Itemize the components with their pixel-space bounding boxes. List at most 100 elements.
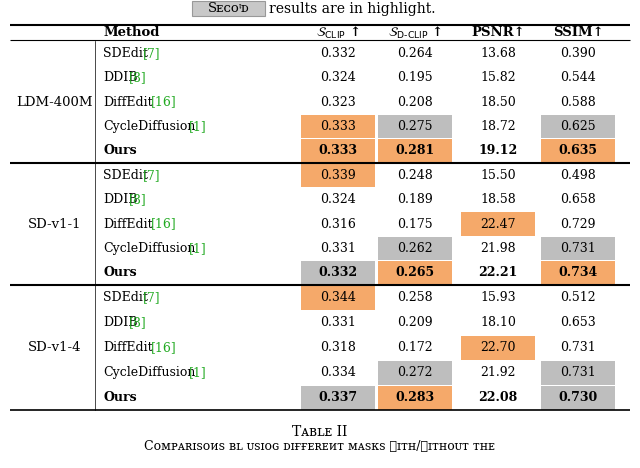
Text: 0.275: 0.275: [397, 120, 433, 133]
Text: SSIM↑: SSIM↑: [552, 26, 604, 39]
Text: Ours: Ours: [103, 144, 136, 157]
Text: [16]: [16]: [151, 341, 177, 354]
Text: 18.72: 18.72: [480, 120, 516, 133]
FancyBboxPatch shape: [301, 163, 375, 187]
Text: [7]: [7]: [143, 168, 161, 182]
Text: Cᴏᴍᴘᴀʀɪѕᴏᴎѕ ʙʟ ᴜѕɪᴏɢ ᴅɪғғᴇʀᴇᴎᴛ ᴍᴀѕᴋѕ ѡɪᴛʜ/ѡɪᴛʜᴏᴜᴛ ᴛʜᴇ: Cᴏᴍᴘᴀʀɪѕᴏᴎѕ ʙʟ ᴜѕɪᴏɢ ᴅɪғғᴇʀᴇᴎᴛ ᴍᴀѕᴋѕ ѡɪᴛ…: [145, 439, 495, 453]
Text: 15.93: 15.93: [480, 291, 516, 304]
Text: 0.332: 0.332: [320, 47, 356, 60]
Text: 0.390: 0.390: [560, 47, 596, 60]
Text: 21.92: 21.92: [480, 366, 516, 379]
Text: DiffEdit: DiffEdit: [103, 341, 152, 354]
Text: Ours: Ours: [103, 391, 136, 404]
FancyBboxPatch shape: [461, 336, 535, 359]
Text: 0.331: 0.331: [320, 242, 356, 255]
Text: 18.58: 18.58: [480, 193, 516, 206]
FancyBboxPatch shape: [301, 115, 375, 138]
Text: 0.208: 0.208: [397, 95, 433, 109]
FancyBboxPatch shape: [301, 285, 375, 309]
Text: 0.588: 0.588: [560, 95, 596, 109]
Text: CycleDiffusion: CycleDiffusion: [103, 120, 195, 133]
Text: DDIB: DDIB: [103, 193, 138, 206]
Text: 0.264: 0.264: [397, 47, 433, 60]
Text: [1]: [1]: [189, 120, 207, 133]
FancyBboxPatch shape: [541, 115, 615, 138]
Text: [8]: [8]: [129, 316, 147, 329]
Text: 0.248: 0.248: [397, 168, 433, 182]
Text: 18.10: 18.10: [480, 316, 516, 329]
Text: 15.50: 15.50: [480, 168, 516, 182]
Text: 0.734: 0.734: [558, 266, 598, 279]
Text: SDEdit: SDEdit: [103, 291, 148, 304]
Text: 0.323: 0.323: [320, 95, 356, 109]
Text: 0.337: 0.337: [319, 391, 358, 404]
Text: [7]: [7]: [143, 291, 161, 304]
Text: 0.731: 0.731: [560, 366, 596, 379]
Text: [16]: [16]: [151, 95, 177, 109]
Text: 0.729: 0.729: [560, 218, 596, 231]
Text: SDEdit: SDEdit: [103, 168, 148, 182]
Text: 0.653: 0.653: [560, 316, 596, 329]
Text: [1]: [1]: [189, 242, 207, 255]
Text: 13.68: 13.68: [480, 47, 516, 60]
Text: Method: Method: [103, 26, 159, 39]
Text: SDEdit: SDEdit: [103, 47, 148, 60]
Text: 19.12: 19.12: [478, 144, 518, 157]
Text: DiffEdit: DiffEdit: [103, 218, 152, 231]
Text: 0.731: 0.731: [560, 341, 596, 354]
Text: PSNR↑: PSNR↑: [471, 26, 525, 39]
Text: SD-v1-1: SD-v1-1: [28, 218, 81, 231]
Text: $\mathcal{S}_{\rm CLIP}$ ↑: $\mathcal{S}_{\rm CLIP}$ ↑: [316, 24, 360, 41]
Text: 0.318: 0.318: [320, 341, 356, 354]
Text: 0.272: 0.272: [397, 366, 433, 379]
FancyBboxPatch shape: [541, 139, 615, 162]
Text: [8]: [8]: [129, 193, 147, 206]
Text: 0.635: 0.635: [559, 144, 598, 157]
Text: 0.195: 0.195: [397, 71, 433, 84]
Text: 0.730: 0.730: [558, 391, 598, 404]
Text: DDIB: DDIB: [103, 316, 138, 329]
Text: 22.08: 22.08: [478, 391, 518, 404]
Text: Sᴇᴄᴏᵎᴅ: Sᴇᴄᴏᵎᴅ: [208, 2, 250, 15]
FancyBboxPatch shape: [378, 386, 452, 410]
Text: 0.172: 0.172: [397, 341, 433, 354]
FancyBboxPatch shape: [301, 139, 375, 162]
Text: [7]: [7]: [143, 47, 161, 60]
Text: Ours: Ours: [103, 266, 136, 279]
Text: 0.625: 0.625: [560, 120, 596, 133]
Text: 0.324: 0.324: [320, 193, 356, 206]
Text: 0.544: 0.544: [560, 71, 596, 84]
Text: 0.283: 0.283: [396, 391, 435, 404]
FancyBboxPatch shape: [378, 360, 452, 385]
FancyBboxPatch shape: [541, 360, 615, 385]
FancyBboxPatch shape: [541, 237, 615, 260]
Text: [8]: [8]: [129, 71, 147, 84]
FancyBboxPatch shape: [541, 386, 615, 410]
FancyBboxPatch shape: [301, 386, 375, 410]
Text: DDIB: DDIB: [103, 71, 138, 84]
Text: 0.332: 0.332: [319, 266, 358, 279]
Text: [1]: [1]: [189, 366, 207, 379]
Text: 0.324: 0.324: [320, 71, 356, 84]
Text: 22.70: 22.70: [480, 341, 516, 354]
Text: 0.175: 0.175: [397, 218, 433, 231]
Text: CycleDiffusion: CycleDiffusion: [103, 242, 195, 255]
Text: 0.333: 0.333: [319, 144, 358, 157]
Text: 0.339: 0.339: [320, 168, 356, 182]
Text: results are in highlight.: results are in highlight.: [269, 1, 435, 15]
Text: 0.265: 0.265: [396, 266, 435, 279]
Text: 0.512: 0.512: [560, 291, 596, 304]
Text: $\mathcal{S}_{\rm D\text{-}CLIP}$ ↑: $\mathcal{S}_{\rm D\text{-}CLIP}$ ↑: [388, 24, 442, 41]
Text: 0.658: 0.658: [560, 193, 596, 206]
Text: Tᴀʙʟᴇ II: Tᴀʙʟᴇ II: [292, 425, 348, 439]
Text: 0.189: 0.189: [397, 193, 433, 206]
FancyBboxPatch shape: [301, 261, 375, 285]
FancyBboxPatch shape: [378, 237, 452, 260]
Text: CycleDiffusion: CycleDiffusion: [103, 366, 195, 379]
Text: 0.331: 0.331: [320, 316, 356, 329]
Text: 0.316: 0.316: [320, 218, 356, 231]
Text: 22.47: 22.47: [480, 218, 516, 231]
Text: 0.334: 0.334: [320, 366, 356, 379]
Text: SD-v1-4: SD-v1-4: [28, 341, 81, 354]
Text: 0.258: 0.258: [397, 291, 433, 304]
